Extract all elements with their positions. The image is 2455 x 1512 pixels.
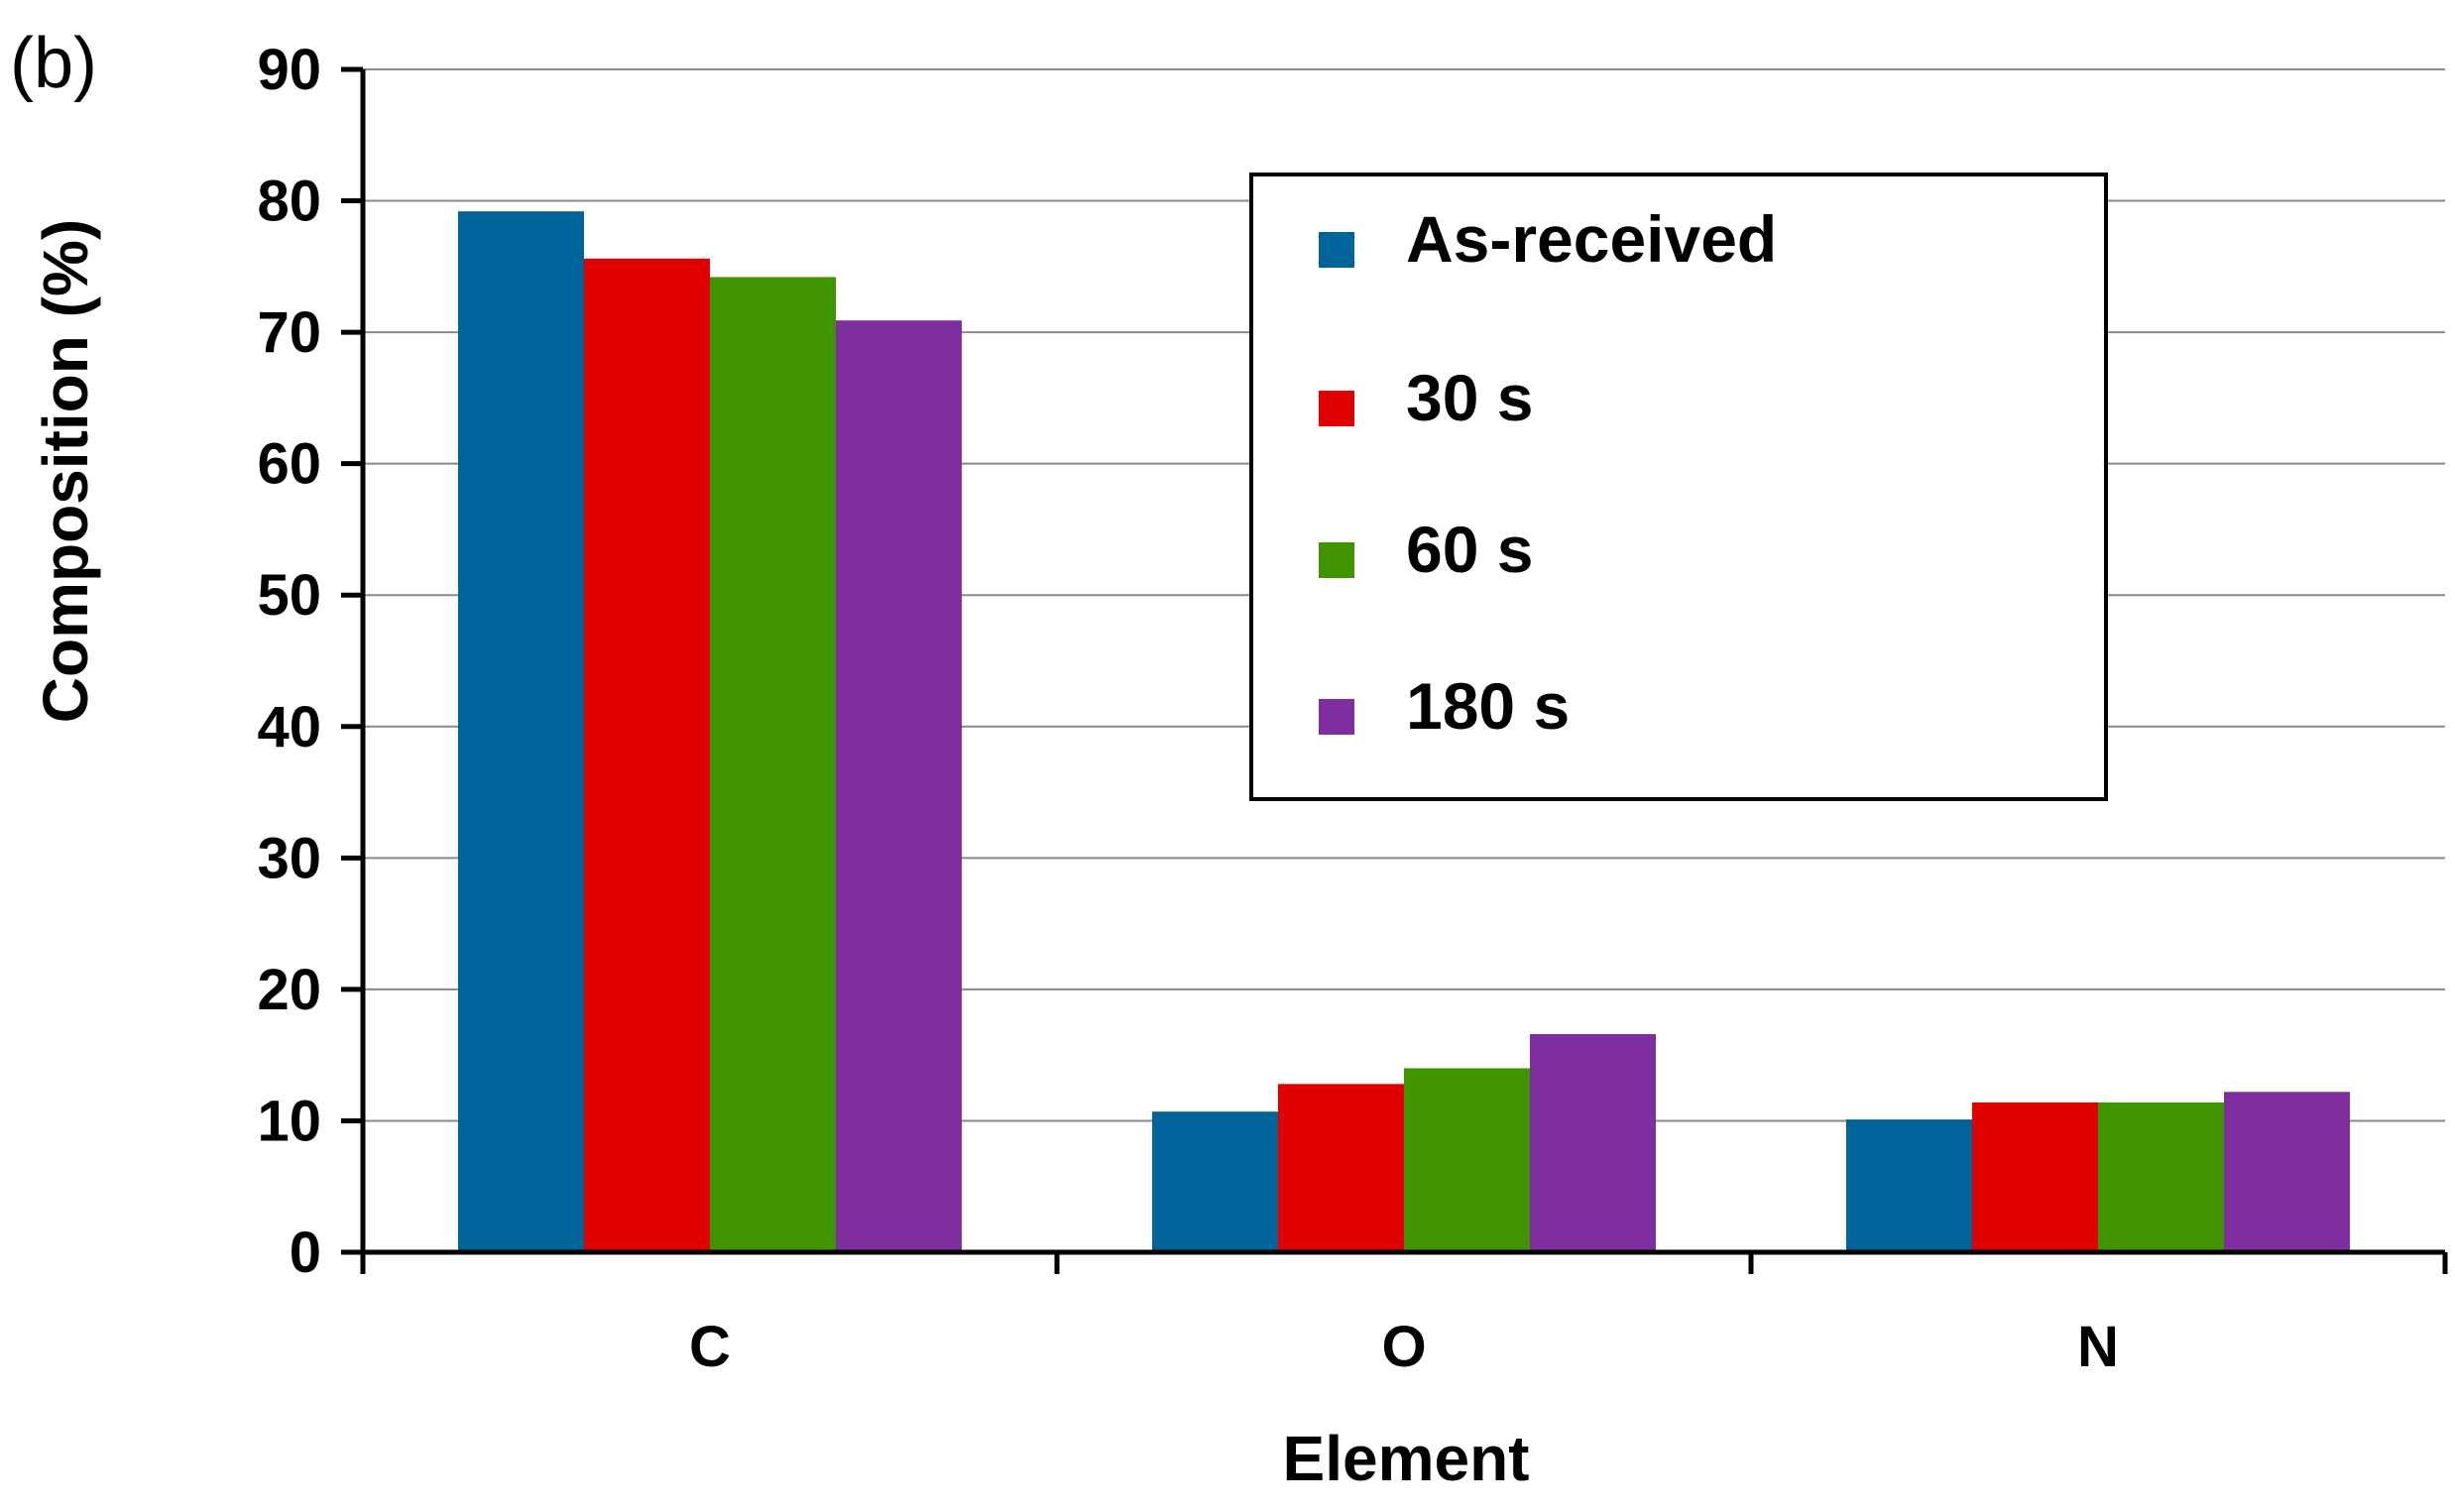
y-tick-label: 60	[257, 432, 321, 497]
legend-box	[1249, 173, 2108, 801]
y-tick-label: 80	[257, 170, 321, 234]
x-tick-label: C	[689, 1315, 731, 1379]
bar-N-1	[1972, 1102, 2098, 1252]
bar-O-2	[1404, 1068, 1530, 1252]
bar-C-1	[584, 258, 710, 1252]
bar-O-1	[1278, 1084, 1404, 1252]
bar-C-0	[458, 211, 584, 1252]
y-tick-label: 90	[257, 38, 321, 102]
bar-O-0	[1152, 1111, 1278, 1252]
bar-N-3	[2224, 1092, 2350, 1252]
y-tick-label: 30	[257, 826, 321, 890]
bar-C-2	[710, 277, 836, 1253]
legend: As-received 30 s 60 s 180 s	[1249, 173, 2108, 801]
legend-label: As-received	[1406, 202, 1777, 276]
y-axis-title: Composition (%)	[30, 219, 101, 723]
bar-N-0	[1846, 1119, 1972, 1252]
legend-swatch	[1319, 699, 1354, 735]
bars	[458, 211, 2350, 1253]
legend-label: 180 s	[1406, 669, 1570, 743]
bar-C-3	[836, 320, 962, 1252]
y-tick-label: 10	[257, 1089, 321, 1153]
y-tick-labels: 0 10 20 30 40 50 60 70 80 90	[257, 38, 321, 1285]
bar-N-2	[2098, 1102, 2224, 1252]
y-tick-label: 70	[257, 300, 321, 365]
legend-swatch	[1319, 391, 1354, 426]
panel-label: (b)	[10, 24, 97, 103]
y-tick-label: 40	[257, 695, 321, 759]
x-tick-label: O	[1381, 1315, 1426, 1379]
y-tick-label: 50	[257, 563, 321, 628]
bar-O-3	[1530, 1033, 1656, 1252]
legend-swatch	[1319, 542, 1354, 578]
axes	[341, 66, 2448, 1274]
legend-label: 60 s	[1406, 513, 1533, 586]
legend-label: 30 s	[1406, 361, 1533, 434]
x-tick-label: N	[2077, 1315, 2119, 1379]
x-axis-title: Element	[1283, 1423, 1530, 1494]
y-tick-label: 0	[290, 1221, 321, 1285]
legend-swatch	[1319, 232, 1354, 268]
y-tick-label: 20	[257, 958, 321, 1022]
